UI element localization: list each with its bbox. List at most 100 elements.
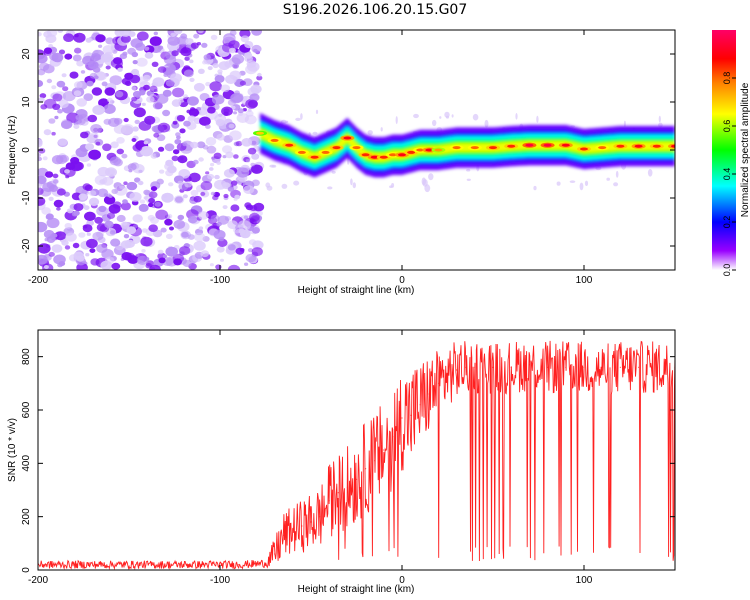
noise-blob bbox=[149, 85, 158, 93]
noise-blob bbox=[187, 234, 195, 240]
noise-speck bbox=[658, 115, 661, 123]
noise-speck bbox=[466, 178, 471, 181]
noise-blob bbox=[209, 263, 214, 267]
noise-speck bbox=[484, 119, 489, 128]
noise-blob bbox=[103, 193, 109, 197]
noise-blob bbox=[113, 57, 123, 65]
noise-blob bbox=[134, 177, 141, 183]
noise-blob bbox=[73, 32, 86, 43]
noise-blob bbox=[44, 50, 52, 56]
noise-blob bbox=[85, 143, 95, 151]
noise-blob bbox=[164, 143, 175, 152]
noise-blob bbox=[57, 108, 63, 114]
noise-blob bbox=[127, 163, 137, 171]
noise-blob bbox=[64, 245, 71, 250]
snr-plot-area bbox=[38, 340, 675, 570]
noise-blob bbox=[107, 97, 113, 103]
noise-speck bbox=[327, 186, 333, 190]
snr-y-tick-label: 200 bbox=[21, 508, 32, 525]
noise-blob bbox=[165, 159, 174, 167]
noise-blob bbox=[51, 52, 64, 63]
noise-blob bbox=[86, 80, 94, 87]
ridge-point-core bbox=[388, 153, 397, 157]
snr-data-point bbox=[410, 414, 412, 416]
noise-blob bbox=[126, 181, 138, 191]
noise-blob bbox=[151, 61, 159, 67]
snr-x-tick-label: -200 bbox=[28, 575, 48, 586]
noise-blob bbox=[172, 253, 184, 263]
noise-blob bbox=[249, 93, 260, 102]
noise-blob bbox=[71, 211, 79, 217]
noise-blob bbox=[187, 115, 196, 122]
ridge-point-core bbox=[416, 148, 425, 152]
noise-blob bbox=[196, 141, 206, 149]
noise-speck bbox=[451, 114, 454, 118]
noise-blob bbox=[241, 138, 253, 147]
noise-blob bbox=[157, 66, 167, 73]
noise-blob bbox=[136, 93, 141, 97]
snr-data-point bbox=[337, 492, 339, 494]
noise-blob bbox=[152, 101, 163, 110]
noise-blob bbox=[245, 158, 250, 163]
noise-blob bbox=[48, 118, 56, 124]
noise-blob bbox=[43, 129, 52, 136]
snr-data-point bbox=[528, 364, 531, 366]
noise-blob bbox=[66, 208, 74, 214]
snr-data-point bbox=[638, 366, 640, 368]
noise-blob bbox=[38, 139, 43, 146]
noise-blob bbox=[198, 226, 204, 230]
noise-speck bbox=[432, 119, 437, 127]
noise-speck bbox=[428, 173, 434, 181]
noise-blob bbox=[244, 41, 254, 49]
noise-blob bbox=[38, 80, 44, 87]
noise-blob bbox=[150, 216, 159, 224]
noise-blob bbox=[52, 173, 59, 179]
noise-blob bbox=[213, 229, 226, 240]
noise-blob bbox=[216, 246, 225, 253]
noise-blob bbox=[169, 226, 174, 231]
noise-speck bbox=[623, 120, 626, 128]
noise-blob bbox=[83, 205, 90, 211]
spectrogram-y-tick-label: -10 bbox=[21, 190, 32, 205]
snr-series-line bbox=[38, 340, 675, 570]
noise-blob bbox=[189, 77, 195, 82]
noise-blob bbox=[89, 190, 97, 197]
noise-blob bbox=[234, 228, 245, 238]
spectrogram-y-tick-label: 20 bbox=[21, 48, 32, 60]
noise-blob bbox=[167, 30, 179, 36]
noise-blob bbox=[122, 51, 128, 56]
noise-blob bbox=[98, 44, 103, 48]
noise-blob bbox=[116, 137, 125, 144]
noise-blob bbox=[240, 35, 250, 43]
colorbar-label: Normalized spectral amplitude bbox=[740, 82, 750, 217]
noise-blob bbox=[89, 248, 96, 254]
snr-data-point bbox=[319, 516, 321, 518]
snr-data-point bbox=[465, 366, 467, 368]
noise-blob bbox=[182, 142, 188, 147]
noise-blob bbox=[247, 147, 257, 155]
ridge-point-core bbox=[379, 155, 388, 159]
noise-blob bbox=[220, 84, 231, 93]
noise-blob bbox=[206, 145, 217, 154]
noise-blob bbox=[182, 94, 189, 99]
noise-blob bbox=[73, 81, 83, 89]
noise-blob bbox=[144, 115, 156, 125]
noise-blob bbox=[105, 256, 115, 264]
noise-blob bbox=[210, 162, 215, 167]
snr-y-tick-label: 400 bbox=[21, 455, 32, 472]
noise-blob bbox=[109, 75, 123, 86]
snr-data-point bbox=[419, 404, 421, 406]
snr-data-point bbox=[374, 460, 376, 462]
spectrogram-y-tick-label: 0 bbox=[21, 147, 32, 153]
noise-speck bbox=[647, 169, 653, 177]
noise-blob bbox=[222, 145, 233, 154]
noise-blob bbox=[110, 238, 121, 247]
noise-blob bbox=[87, 114, 98, 123]
noise-blob bbox=[230, 180, 238, 186]
ridge-point-core bbox=[352, 146, 361, 150]
noise-blob bbox=[80, 70, 86, 74]
ridge-point-core bbox=[580, 147, 588, 151]
noise-blob bbox=[150, 153, 158, 159]
noise-blob bbox=[110, 141, 119, 149]
